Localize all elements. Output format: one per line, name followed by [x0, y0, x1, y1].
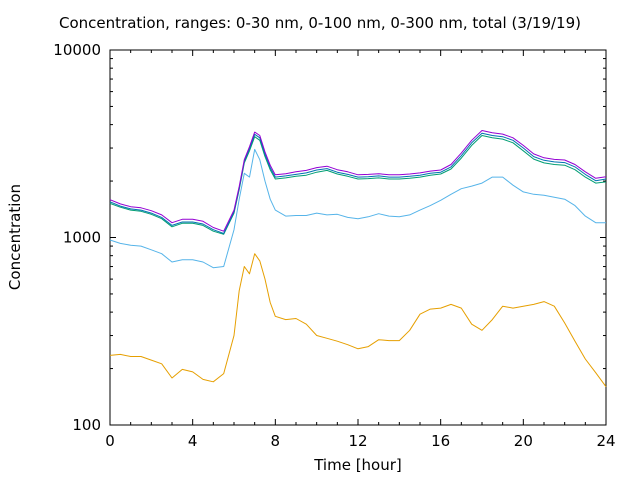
- series-line-5: [109, 130, 607, 232]
- series-line-1: [109, 253, 607, 387]
- x-axis-label: Time [hour]: [314, 456, 402, 474]
- y-axis-ticks: 100 1000 10000: [53, 41, 606, 434]
- plot-area-frame: [109, 49, 607, 426]
- x-tick-label: 16: [431, 432, 450, 450]
- x-tick-label: 0: [105, 432, 115, 450]
- x-tick-label: 20: [514, 432, 533, 450]
- series-line-4: [109, 132, 607, 234]
- series-line-3: [109, 135, 607, 235]
- y-tick-label: 10000: [53, 41, 101, 59]
- y-axis-label: Concentration: [6, 183, 24, 291]
- y-tick-label: 100: [72, 416, 101, 434]
- x-tick-label: 4: [188, 432, 198, 450]
- x-tick-label: 8: [271, 432, 281, 450]
- series-lines: [109, 130, 607, 387]
- x-tick-label: 12: [348, 432, 367, 450]
- chart-title: Concentration, ranges: 0-30 nm, 0-100 nm…: [59, 14, 581, 32]
- x-axis-ticks: 0 4 8 12 16 20 24: [105, 50, 616, 450]
- x-tick-label: 24: [596, 432, 615, 450]
- y-tick-label: 1000: [63, 229, 101, 247]
- series-line-2: [109, 148, 606, 269]
